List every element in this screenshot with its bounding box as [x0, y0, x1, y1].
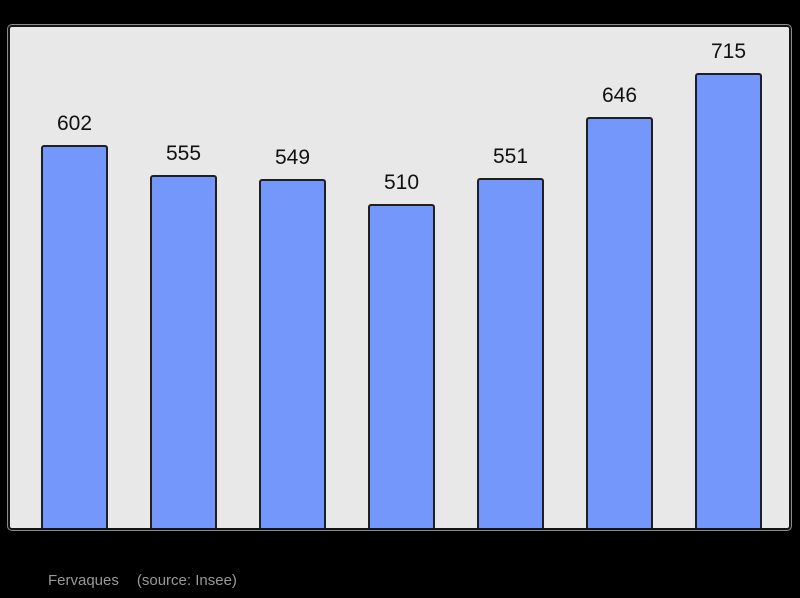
bar-group: 715	[674, 39, 783, 528]
bar-group: 551	[456, 144, 565, 528]
caption-commune-name: Fervaques	[48, 572, 119, 589]
population-bar	[368, 204, 435, 528]
bar-group: 549	[238, 145, 347, 528]
bar-group: 510	[347, 170, 456, 528]
bar-value-label: 555	[165, 142, 202, 165]
chart-plot-area: 602 555 549 510 551 646 715	[8, 25, 791, 530]
bar-group: 555	[129, 141, 238, 528]
caption-source: (source: Insee)	[136, 572, 237, 589]
population-bar	[41, 145, 108, 528]
bar-value-label: 551	[492, 145, 529, 168]
bar-value-label: 602	[56, 112, 93, 135]
bar-group: 602	[20, 111, 129, 528]
population-bar	[695, 73, 762, 528]
population-bar	[477, 178, 544, 528]
bars-container: 602 555 549 510 551 646 715	[10, 27, 789, 528]
population-bar	[150, 175, 217, 528]
bar-value-label: 646	[601, 84, 638, 107]
population-bar	[259, 179, 326, 528]
bar-value-label: 510	[383, 171, 420, 194]
bar-group: 646	[565, 83, 674, 528]
bar-value-label: 715	[710, 40, 747, 63]
bar-value-label: 549	[274, 146, 311, 169]
chart-caption: Fervaques (source: Insee)	[48, 572, 237, 590]
population-bar	[586, 117, 653, 528]
